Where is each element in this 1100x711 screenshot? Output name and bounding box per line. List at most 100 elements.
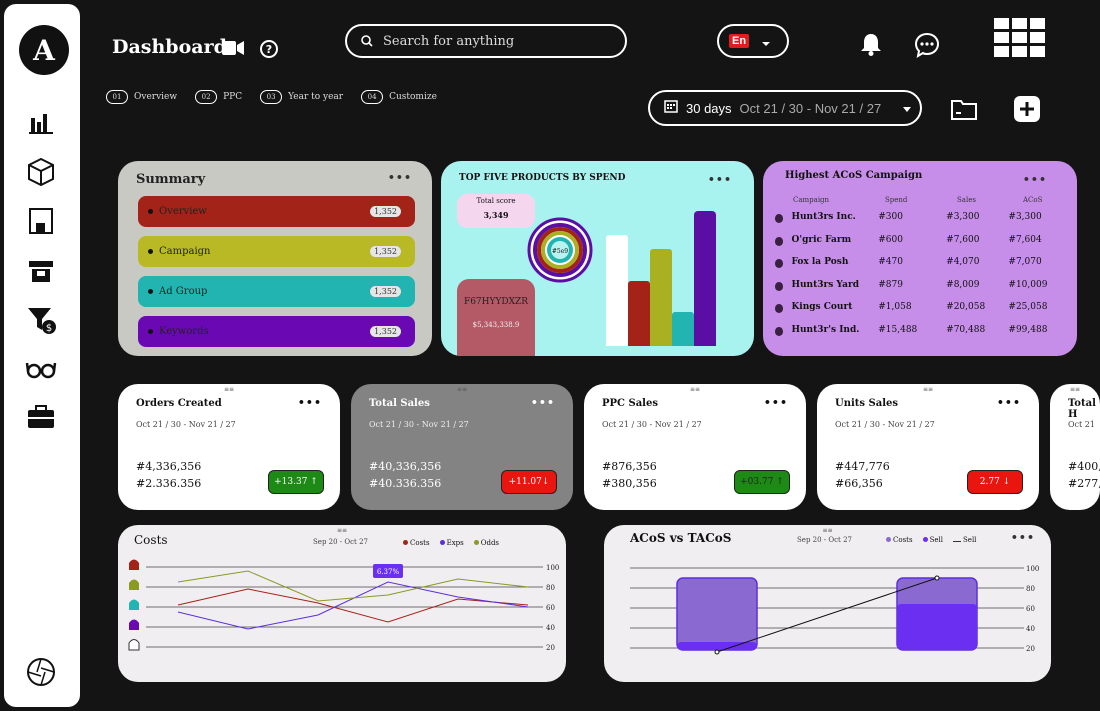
drag-handle[interactable]: ≡≡ <box>922 386 934 393</box>
language-flag: En <box>729 34 750 48</box>
total-score-box: Total score 3,349 <box>457 194 535 228</box>
stat-value-current: #4,336,356 <box>136 460 202 473</box>
more-options-icon[interactable]: ••• <box>297 396 322 409</box>
chevron-down-icon <box>903 99 912 117</box>
help-icon[interactable]: ? <box>259 39 279 59</box>
briefcase-icon[interactable] <box>24 400 58 434</box>
more-options-icon[interactable]: ••• <box>1010 531 1035 544</box>
stat-date-range: Oct 21 / 30 - Nov 21 / 27 <box>136 420 236 429</box>
date-range-value: Oct 21 / 30 - Nov 21 / 27 <box>739 100 882 116</box>
box-icon[interactable] <box>24 155 58 189</box>
column-header: ACoS <box>1023 196 1043 204</box>
stat-value-previous: #40.336.356 <box>369 477 442 490</box>
drag-handle[interactable]: ≡≡ <box>689 386 701 393</box>
aperture-icon[interactable] <box>24 655 58 689</box>
tab-ppc[interactable]: 02 PPC <box>195 90 242 104</box>
more-options-icon[interactable]: ••• <box>763 396 788 409</box>
summary-item-ad-group[interactable]: Ad Group 1,352 <box>138 276 415 307</box>
stat-delta-badge: +03.77 ↑ <box>734 470 790 494</box>
product-bar[interactable] <box>694 211 716 346</box>
drag-handle[interactable]: ≡≡ <box>822 527 833 534</box>
stat-value-previous: #277,3 <box>1068 477 1100 490</box>
more-options-icon[interactable]: ••• <box>707 173 732 186</box>
tab-number: 02 <box>195 90 218 104</box>
date-range-picker[interactable]: 30 days Oct 21 / 30 - Nov 21 / 27 <box>648 90 922 126</box>
y-tick-label: 100 <box>1026 565 1039 573</box>
sell-point <box>934 575 940 581</box>
tab-number: 03 <box>260 90 283 104</box>
stat-value-current: #447,776 <box>835 460 890 473</box>
marker-icon <box>129 559 139 570</box>
product-bar[interactable] <box>606 235 628 346</box>
drag-handle[interactable]: ≡≡ <box>456 386 468 393</box>
series-line-exps <box>177 581 529 630</box>
search-input[interactable] <box>383 33 603 49</box>
search-icon <box>361 32 373 51</box>
summary-item-value: 1,352 <box>370 206 401 217</box>
legend-item: Odds <box>473 539 499 547</box>
chat-icon[interactable] <box>912 30 942 60</box>
table-row[interactable]: O'gric Farm #600 #7,600 #7,604 <box>775 235 1065 246</box>
table-cell: #3,300 <box>946 212 980 222</box>
legend-item: Sell <box>922 536 943 544</box>
ppc-sales-card: ≡≡ PPC Sales ••• Oct 21 / 30 - Nov 21 / 27 #… <box>584 384 806 510</box>
svg-text:$: $ <box>46 323 52 334</box>
more-options-icon[interactable]: ••• <box>996 396 1021 409</box>
glasses-icon[interactable] <box>24 352 58 386</box>
acos-bar-chart: 100 80 60 40 20 <box>630 565 1039 655</box>
legend-item: Exps <box>439 539 464 547</box>
video-icon[interactable] <box>221 39 245 57</box>
table-row[interactable]: Kings Court #1,058 #20,058 #25,058 <box>775 302 1065 313</box>
filter-dollar-icon[interactable]: $ <box>24 303 58 337</box>
table-cell: #7,604 <box>1008 234 1042 245</box>
costs-chart-card: ≡≡ Costs Sep 20 - Oct 27 Costs Exps Odds… <box>118 525 566 682</box>
summary-item-keywords[interactable]: Keywords 1,352 <box>138 316 415 347</box>
donut-chart: #5e9 <box>527 217 593 283</box>
apps-grid-icon[interactable] <box>991 17 1048 59</box>
tooltip-label: 6.37% <box>377 568 400 576</box>
orders-created-card: ≡≡ Orders Created ••• Oct 21 / 30 - Nov 21 … <box>118 384 340 510</box>
table-row[interactable]: Hunt3rs Inc. #300 #3,300 #3,300 <box>775 212 1065 223</box>
sell-bar <box>677 642 757 650</box>
more-options-icon[interactable]: ••• <box>530 396 555 409</box>
add-icon[interactable] <box>1012 94 1042 124</box>
product-value: $5,343,338.9 <box>472 321 520 329</box>
brand-logo[interactable]: A <box>19 25 69 75</box>
table-row[interactable]: Fox la Posh #470 #4,070 #7,070 <box>775 257 1065 268</box>
date-range-days: 30 days <box>686 100 732 116</box>
bar-chart-icon[interactable] <box>24 105 58 139</box>
tab-customize[interactable]: 04 Customize <box>361 90 437 104</box>
save-icon[interactable] <box>24 204 58 238</box>
table-cell: #70,488 <box>946 324 986 335</box>
summary-item-campaign[interactable]: Campaign 1,352 <box>138 236 415 267</box>
stat-date-range: Oct 21 <box>1068 420 1095 429</box>
table-cell: #470 <box>878 257 903 267</box>
table-cell: #300 <box>878 212 903 222</box>
stat-title: Orders Created <box>136 398 222 409</box>
more-options-icon[interactable]: ••• <box>387 171 412 184</box>
tab-overview[interactable]: 01 Overview <box>106 90 177 104</box>
highest-acos-card: Highest ACoS Campaign ••• Campaign Spend… <box>763 161 1077 356</box>
drag-handle[interactable]: ≡≡ <box>223 386 235 393</box>
more-options-icon[interactable]: ••• <box>1022 173 1047 186</box>
product-bar[interactable] <box>650 248 672 346</box>
bell-icon[interactable] <box>857 30 885 58</box>
store-icon[interactable] <box>24 254 58 288</box>
acos-legend: Costs Sell Sell <box>886 536 976 544</box>
summary-item-overview[interactable]: Overview 1,352 <box>138 196 415 227</box>
language-selector[interactable]: En <box>717 24 789 58</box>
table-row[interactable]: Hunt3rs Yard #879 #8,009 #10,009 <box>775 280 1065 291</box>
drag-handle[interactable]: ≡≡ <box>1069 386 1081 393</box>
table-row[interactable]: Hunt3r's Ind. #15,488 #70,488 #99,488 <box>775 325 1065 336</box>
search-bar[interactable] <box>345 24 627 58</box>
folder-icon[interactable] <box>949 93 979 123</box>
tab-label: Year to year <box>288 92 344 102</box>
drag-handle[interactable]: ≡≡ <box>336 527 348 534</box>
product-bar[interactable] <box>628 281 650 346</box>
sell-bar <box>897 604 977 650</box>
product-bar[interactable] <box>672 312 694 346</box>
svg-text:?: ? <box>266 43 272 56</box>
summary-item-label: Keywords <box>159 326 209 337</box>
row-bullet <box>775 259 784 268</box>
tab-year-to-year[interactable]: 03 Year to year <box>260 90 343 104</box>
